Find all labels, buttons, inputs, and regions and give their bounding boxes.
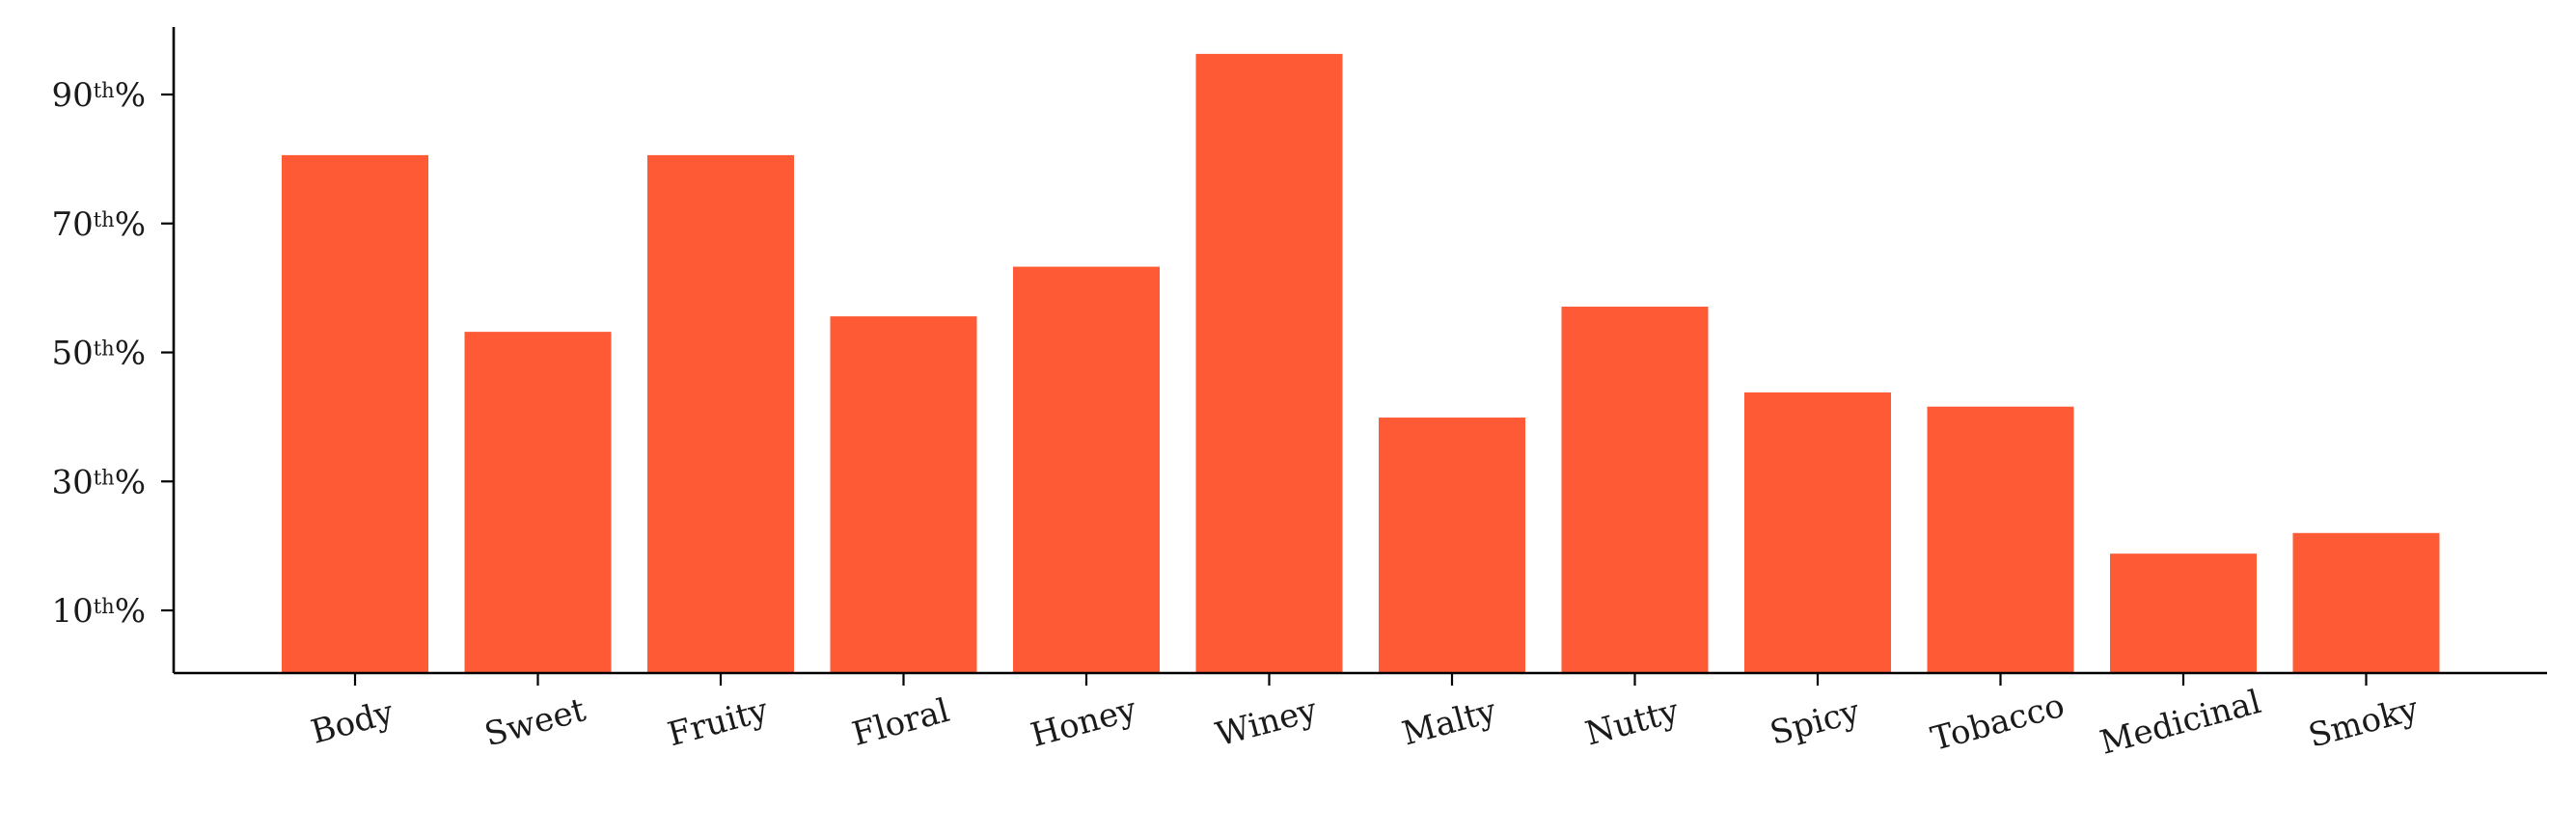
bar-smoky <box>2292 532 2440 673</box>
bar-honey <box>1013 266 1160 673</box>
x-tick-label: Smoky <box>2305 689 2424 756</box>
x-tick-label: Floral <box>848 691 953 754</box>
y-tick-label: 70th% <box>51 205 146 244</box>
bar-nutty <box>1561 307 1709 673</box>
bar-medicinal <box>2110 553 2257 673</box>
x-tick-label: Sweet <box>480 690 589 754</box>
bar-winey <box>1195 53 1343 674</box>
y-tick-label: 90th% <box>51 76 146 115</box>
x-tick-label: Spicy <box>1766 692 1864 753</box>
x-tick-label: Winey <box>1212 690 1322 754</box>
bar-floral <box>830 316 977 673</box>
x-tick-label: Honey <box>1027 689 1141 755</box>
y-tick-label: 30th% <box>51 463 146 501</box>
bar-body <box>282 154 428 673</box>
y-axis-ticks: 10th% 30th% 50th% 70th% 90th% <box>51 76 174 631</box>
x-tick-label: Medicinal <box>2096 683 2265 763</box>
x-tick-label: Tobacco <box>1927 687 2069 759</box>
bar-malty <box>1379 418 1525 673</box>
y-tick-label: 10th% <box>51 592 146 631</box>
y-tick-label: 50th% <box>51 335 146 373</box>
x-tick-label: Body <box>307 693 398 752</box>
x-axis-ticks: Body Sweet Fruity Floral Honey Winey Malty Nutt… <box>307 673 2424 763</box>
bar-sweet <box>464 332 612 673</box>
bar-fruity <box>647 154 794 673</box>
x-tick-label: Fruity <box>664 690 773 754</box>
bar-tobacco <box>1927 406 2074 673</box>
x-tick-label: Nutty <box>1581 691 1684 753</box>
x-tick-label: Malty <box>1398 691 1501 753</box>
bars-group <box>282 53 2440 674</box>
bar-spicy <box>1744 391 1891 673</box>
